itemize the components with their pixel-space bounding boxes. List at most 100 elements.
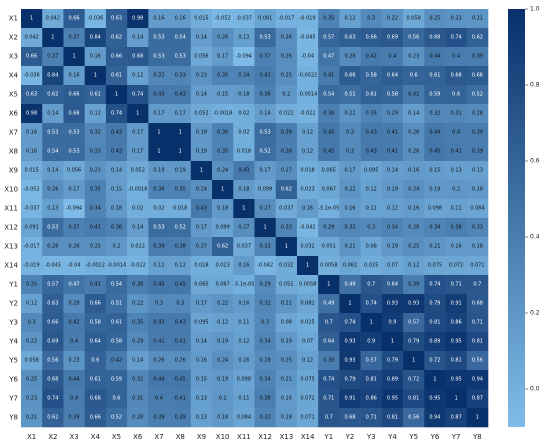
- heatmap-cell: [403, 199, 425, 219]
- heatmap-cell: [339, 199, 361, 219]
- heatmap-cell: [21, 161, 43, 181]
- heatmap-cell: [84, 142, 107, 162]
- heatmap-cell: [318, 85, 340, 105]
- cell-value-label: 0.23: [408, 54, 419, 60]
- heatmap-cell: [318, 218, 340, 238]
- heatmap-cell: [127, 389, 149, 409]
- cell-value-label: 0.27: [238, 225, 249, 231]
- heatmap-cell: [445, 9, 468, 29]
- heatmap-cell: [339, 85, 361, 105]
- heatmap-cell: [318, 351, 340, 371]
- heatmap-cell: [445, 351, 468, 371]
- cell-value-label: 0.16: [90, 54, 101, 60]
- heatmap-cell: [318, 313, 340, 333]
- cell-value-label: 0.41: [90, 225, 101, 231]
- cell-value-label: 0.81: [451, 358, 462, 364]
- heatmap-cell: [63, 351, 85, 371]
- x-tick-label: X6: [133, 433, 143, 441]
- heatmap-cell: [318, 389, 340, 409]
- cell-value-label: 0.9: [389, 320, 397, 326]
- heatmap-cell: [105, 161, 128, 181]
- heatmap-cell: [275, 218, 298, 238]
- heatmap-cell: [21, 66, 43, 86]
- cell-value-label: 0.25: [90, 244, 101, 250]
- y-tick-label: Y3: [8, 319, 18, 327]
- heatmap-cell: [42, 9, 64, 29]
- cell-value-label: 0.067: [322, 187, 336, 193]
- heatmap-cell: [254, 104, 277, 124]
- heatmap-cell: [339, 256, 361, 276]
- cell-value-label: 0.02: [238, 111, 249, 117]
- cell-value-label: 0.68: [429, 35, 440, 41]
- cell-value-label: 0.74: [429, 282, 440, 288]
- heatmap-cell: [169, 389, 192, 409]
- cell-value-label: -0.042: [300, 225, 316, 231]
- cell-value-label: 0.32: [90, 130, 101, 136]
- heatmap-cell: [127, 218, 149, 238]
- heatmap-cell: [339, 218, 361, 238]
- cell-value-label: 0.17: [68, 187, 79, 193]
- cell-value-label: 0.56: [472, 358, 483, 364]
- heatmap-cell: [233, 237, 255, 257]
- y-tick-label: X4: [9, 72, 19, 80]
- heatmap-cell: [127, 275, 149, 295]
- cell-value-label: 0.35: [90, 187, 101, 193]
- heatmap-cell: [212, 351, 234, 371]
- heatmap-cell: [148, 237, 170, 257]
- heatmap-cell: [105, 237, 128, 257]
- cell-value-label: 0.32: [132, 377, 143, 383]
- cell-value-label: 0.29: [387, 111, 398, 117]
- heatmap-cell: [212, 85, 234, 105]
- heatmap-cell: [42, 66, 64, 86]
- heatmap-cell: [233, 256, 255, 276]
- cell-value-label: 0.095: [364, 168, 378, 174]
- cell-value-label: 0.19: [217, 339, 228, 345]
- heatmap-cell: [403, 218, 425, 238]
- heatmap-cell: [318, 123, 340, 143]
- cell-value-label: 0.056: [67, 168, 81, 174]
- heatmap-cell: [296, 408, 319, 428]
- cell-value-label: 0.21: [281, 301, 292, 307]
- heatmap-cell: [403, 237, 425, 257]
- heatmap-cell: [148, 9, 170, 29]
- cell-value-label: 1: [51, 35, 54, 41]
- heatmap-cell: [381, 389, 404, 409]
- heatmap-cell: [21, 408, 43, 428]
- heatmap-cell: [360, 161, 383, 181]
- heatmap-cell: [445, 28, 468, 48]
- heatmap-cell: [424, 332, 446, 352]
- heatmap-cell: [254, 370, 277, 390]
- cell-value-label: 0.13: [196, 415, 207, 421]
- heatmap-cell: [21, 85, 43, 105]
- cell-value-label: 0.56: [408, 35, 419, 41]
- cell-value-label: 0.61: [429, 73, 440, 79]
- cell-value-label: 0.17: [153, 111, 164, 117]
- heatmap-cell: [339, 28, 361, 48]
- heatmap-cell: [63, 408, 85, 428]
- heatmap-cell: [105, 332, 128, 352]
- cell-value-label: 0.52: [111, 415, 122, 421]
- heatmap-cell: [275, 142, 298, 162]
- heatmap-cell: [84, 218, 107, 238]
- cell-value-label: 0.16: [238, 263, 249, 269]
- cell-value-label: 0.18: [281, 415, 292, 421]
- heatmap-cell: [403, 66, 425, 86]
- heatmap-cell: [296, 142, 319, 162]
- x-tick-label: X1: [27, 433, 36, 441]
- x-tick-label: X13: [279, 433, 293, 441]
- heatmap-cell: [296, 256, 319, 276]
- heatmap-cell: [445, 237, 468, 257]
- cell-value-label: 0.12: [26, 301, 37, 307]
- heatmap-cell: [21, 370, 43, 390]
- cell-value-label: 0.17: [132, 149, 143, 155]
- cell-value-label: 0.14: [132, 35, 143, 41]
- cell-value-label: 0.79: [429, 301, 440, 307]
- cell-value-label: 0.7: [367, 282, 375, 288]
- cell-value-label: 0.032: [279, 263, 293, 269]
- cell-value-label: 0.018: [194, 263, 208, 269]
- heatmap-cell: [148, 47, 170, 67]
- cell-value-label: 0.43: [111, 130, 122, 136]
- heatmap-cell: [233, 275, 255, 295]
- heatmap-cell: [127, 123, 149, 143]
- cell-value-label: 0.66: [366, 35, 377, 41]
